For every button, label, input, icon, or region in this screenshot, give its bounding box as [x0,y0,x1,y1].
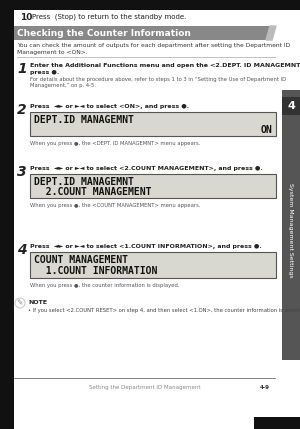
Text: Checking the Counter Information: Checking the Counter Information [17,28,191,37]
Text: 2.COUNT MANAGEMENT: 2.COUNT MANAGEMENT [34,187,152,197]
FancyBboxPatch shape [282,97,300,115]
Text: • If you select <2.COUNT RESET> on step 4, and then select <1.ON>, the counter i: • If you select <2.COUNT RESET> on step … [28,308,300,313]
Text: DEPT.ID MANAGEMNT: DEPT.ID MANAGEMNT [34,177,134,187]
Text: 4: 4 [17,243,27,257]
Text: DEPT.ID MANAGEMNT: DEPT.ID MANAGEMNT [34,115,134,125]
FancyBboxPatch shape [0,0,300,10]
FancyBboxPatch shape [0,0,14,429]
Text: System Management Settings: System Management Settings [289,183,293,277]
FancyBboxPatch shape [254,417,300,429]
Text: Press  ◄► or ►◄ to select <1.COUNT INFORMATION>, and press ●.: Press ◄► or ►◄ to select <1.COUNT INFORM… [30,244,262,249]
Text: ON: ON [260,125,272,135]
Text: 2: 2 [17,103,27,117]
Text: COUNT MANAGEMENT: COUNT MANAGEMENT [34,255,128,265]
Polygon shape [266,26,276,40]
FancyBboxPatch shape [30,174,276,198]
FancyBboxPatch shape [282,90,300,360]
Text: When you press ●, the <DEPT. ID MANAGEMNT> menu appears.: When you press ●, the <DEPT. ID MANAGEMN… [30,141,200,146]
Text: 4: 4 [287,101,295,111]
Text: 1: 1 [17,62,27,76]
FancyBboxPatch shape [30,252,276,278]
Text: 10: 10 [20,13,32,22]
Text: 3: 3 [17,165,27,179]
FancyBboxPatch shape [30,112,276,136]
Text: ✎: ✎ [17,299,23,308]
Text: Press  ◄► or ►◄ to select <ON>, and press ●.: Press ◄► or ►◄ to select <ON>, and press… [30,104,189,109]
Text: Press  ◄► or ►◄ to select <2.COUNT MANAGEMENT>, and press ●.: Press ◄► or ►◄ to select <2.COUNT MANAGE… [30,166,263,171]
Text: 4-9: 4-9 [260,385,270,390]
Text: When you press ●, the <COUNT MANAGEMENT> menu appears.: When you press ●, the <COUNT MANAGEMENT>… [30,203,200,208]
Text: Enter the Additional Functions menu and open the <2.DEPT. ID MANAGEMNT>, and
pre: Enter the Additional Functions menu and … [30,63,300,75]
Text: NOTE: NOTE [28,300,47,305]
Text: For details about the procedure above, refer to steps 1 to 3 in “Setting the Use: For details about the procedure above, r… [30,77,286,88]
Text: Setting the Department ID Management: Setting the Department ID Management [89,385,201,390]
Text: Press  (Stop) to return to the standby mode.: Press (Stop) to return to the standby mo… [32,14,186,21]
Text: 1.COUNT INFORMATION: 1.COUNT INFORMATION [34,266,158,276]
Text: When you press ●, the counter information is displayed.: When you press ●, the counter informatio… [30,283,179,288]
Text: You can check the amount of outputs for each department after setting the Depart: You can check the amount of outputs for … [17,43,290,54]
FancyBboxPatch shape [14,26,272,40]
